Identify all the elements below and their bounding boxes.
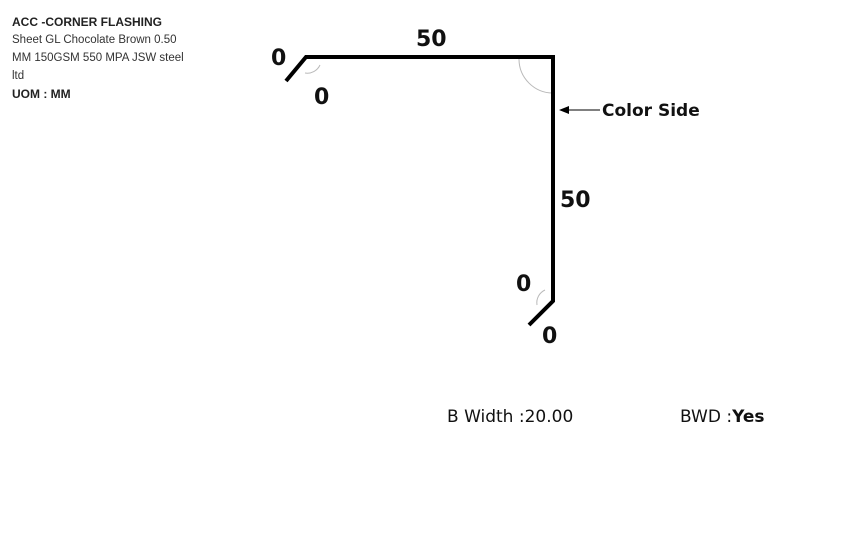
bwd-field: BWD :Yes	[680, 407, 765, 427]
b-width-label: B Width :	[447, 407, 525, 427]
top-left-hem-angle-label: 0	[314, 85, 329, 110]
bottom-hem-angle-label: 0	[516, 272, 531, 297]
product-info: ACC -CORNER FLASHING Sheet GL Chocolate …	[12, 13, 212, 103]
top-length-label: 50	[416, 27, 447, 52]
product-description-line: Sheet GL Chocolate Brown 0.50	[12, 34, 177, 46]
side-length-label: 50	[560, 188, 591, 213]
bottom-hem-length-label: 0	[542, 324, 557, 349]
color-side-label: Color Side	[602, 101, 700, 121]
angle-arc-bottom	[536, 289, 546, 306]
uom-label: UOM : MM	[12, 87, 71, 101]
top-left-hem-length-label: 0	[271, 46, 286, 71]
product-description-line: ltd	[12, 70, 25, 82]
b-width-field: B Width :20.00	[447, 407, 573, 427]
b-width-value: 20.00	[524, 407, 574, 427]
product-description-line: MM 150GSM 550 MPA JSW steel	[12, 52, 184, 64]
profile-line	[284, 55, 555, 327]
bwd-label: BWD :	[680, 407, 733, 427]
bwd-value: Yes	[732, 407, 765, 427]
color-side-arrow-head	[559, 106, 569, 114]
angle-arc-top-left	[304, 64, 321, 74]
angle-arc-top-right	[518, 58, 554, 94]
product-title: ACC -CORNER FLASHING	[12, 15, 162, 29]
